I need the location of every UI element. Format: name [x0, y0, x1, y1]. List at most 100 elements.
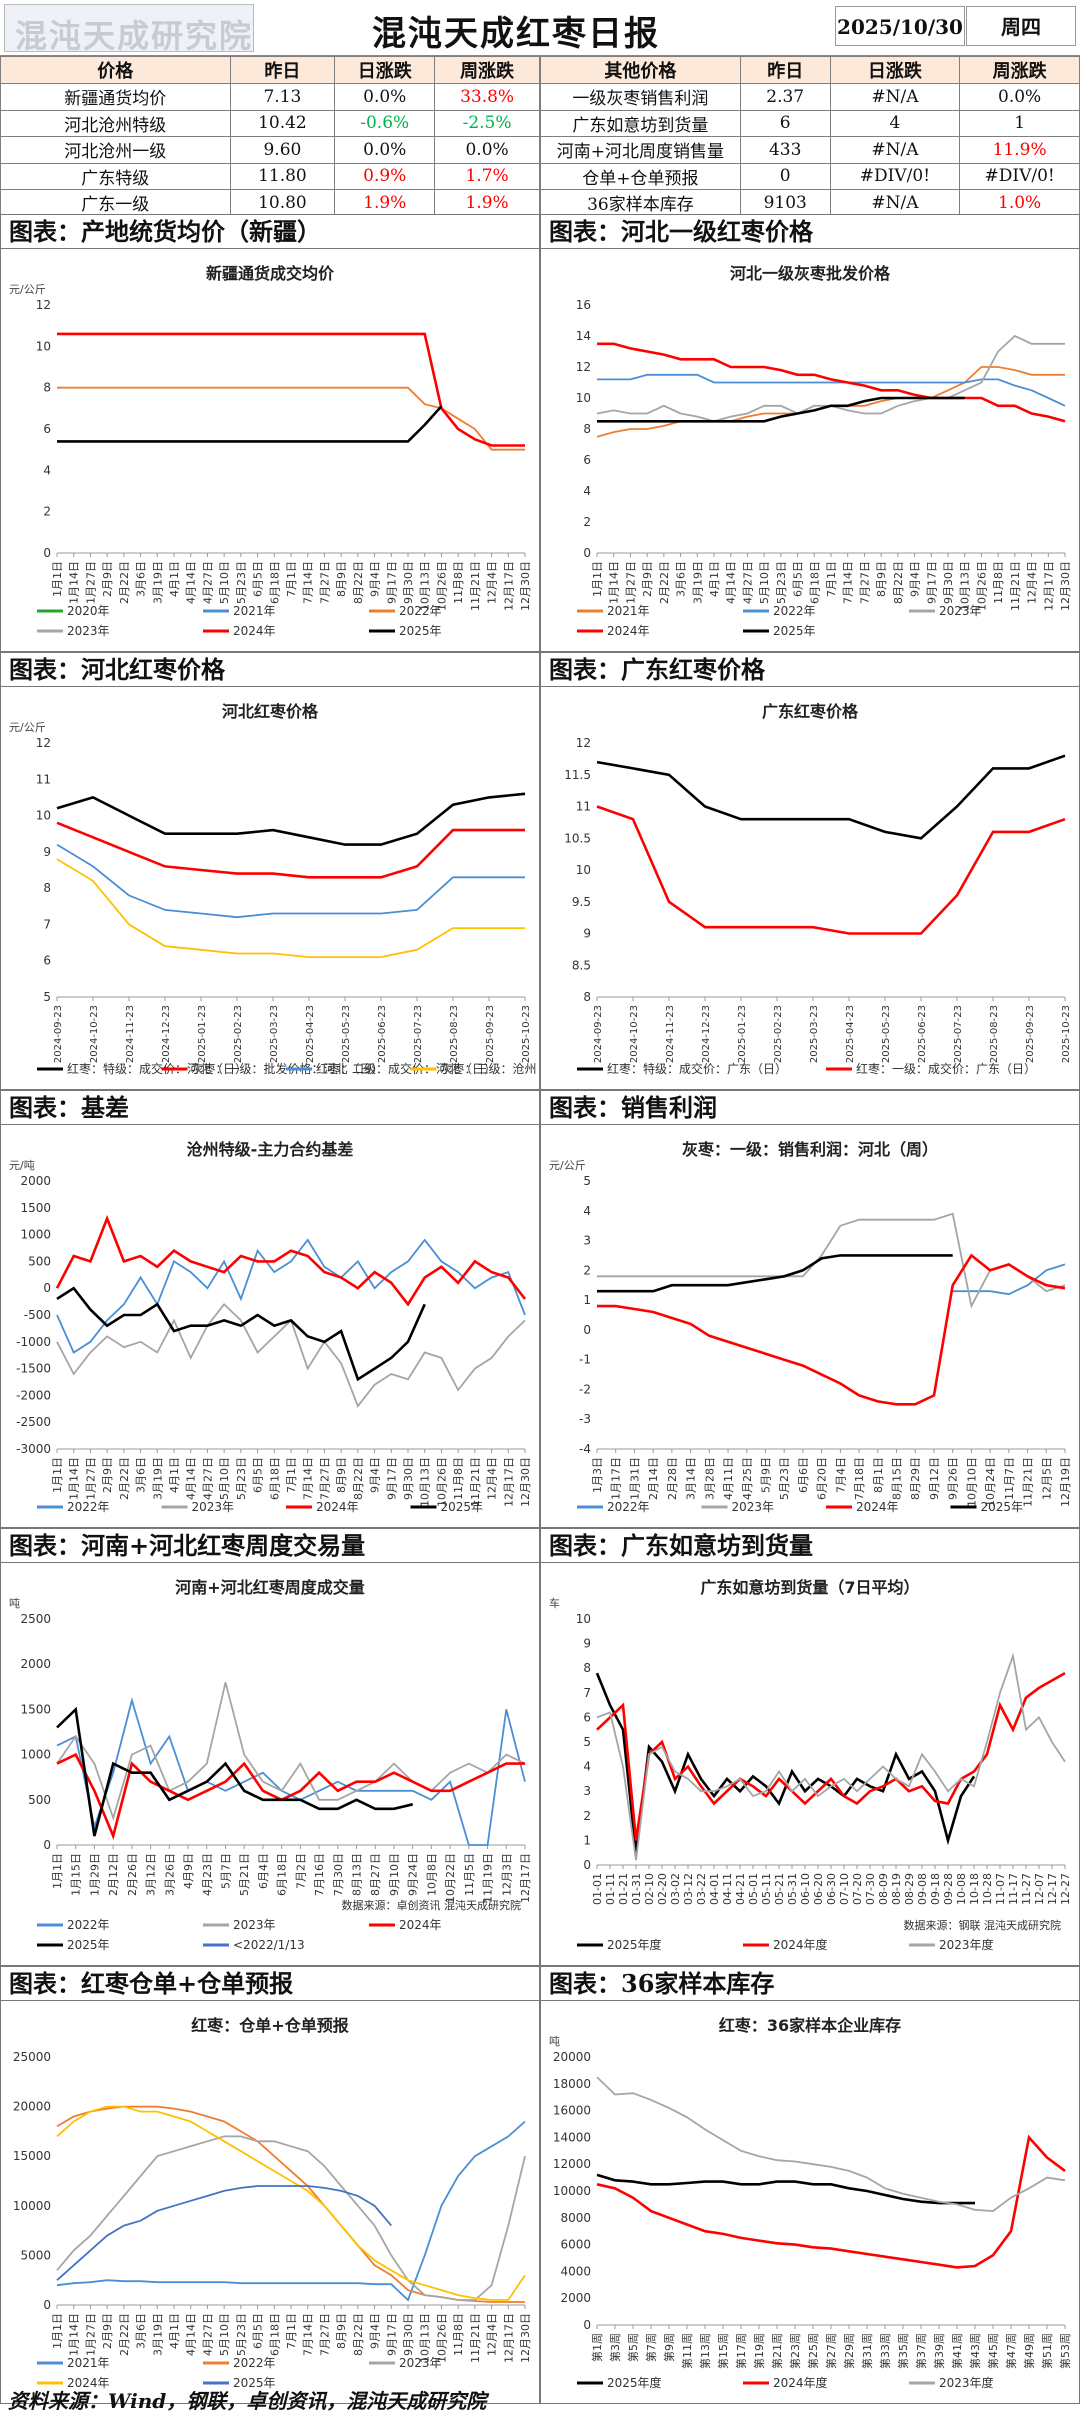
x-tick-label: 7月14日	[302, 561, 315, 604]
y-tick-label: 10	[576, 391, 591, 405]
chart-section-10: 图表：36家样本库存 红枣：36家样本企业库存吨 0 2000 4000 6000 8000…	[540, 1966, 1080, 2404]
x-tick-label: 11月8日	[452, 2313, 465, 2356]
x-tick-label: 第17周	[734, 2333, 748, 2369]
legend-entry: 2024年	[233, 624, 276, 638]
x-tick-label: 5月23日	[235, 561, 248, 604]
x-tick-label: 05-21	[773, 1873, 786, 1905]
table-cell-name: 新疆通货均价	[0, 83, 231, 111]
x-tick-label: 2025-01-23	[737, 1005, 748, 1063]
x-tick-label: 12月30日	[1059, 561, 1072, 611]
x-tick-label: 第15周	[716, 2333, 730, 2369]
y-tick-label: -1000	[16, 1335, 51, 1349]
section-heading: 图表：河北红枣价格	[1, 653, 539, 687]
x-tick-label: 8月22日	[352, 561, 365, 604]
y-tick-label: 3	[583, 1784, 591, 1798]
x-tick-label: 04-11	[721, 1873, 734, 1905]
y-tick-label: 2	[43, 505, 51, 519]
x-tick-label: 1月15日	[70, 1853, 83, 1896]
chart-section-3: 图表：河北红枣价格 河北红枣价格 元/公斤 5 6 7 8 9 10 11 12 2024-09-23…	[0, 652, 540, 1090]
x-tick-label: 2025-08-23	[989, 1005, 1000, 1063]
x-tick-label: 6月6日	[797, 1457, 810, 1493]
x-tick-label: 4月14日	[185, 1457, 198, 1500]
x-tick-label: 10-18	[968, 1873, 981, 1905]
y-tick-label: 9	[43, 845, 51, 859]
y-tick-label: 2	[583, 515, 591, 529]
y-tick-label: 10	[576, 863, 591, 877]
legend-entry: 2024年	[316, 1500, 359, 1514]
y-tick-label: -1	[579, 1353, 591, 1367]
section-heading: 图表：红枣仓单+仓单预报	[1, 1967, 539, 2001]
legend-entry: 2024年	[399, 1918, 442, 1932]
x-tick-label: 9月30日	[402, 2313, 415, 2356]
x-tick-label: 8月27日	[369, 1853, 382, 1896]
table-row: 河北沧州特级 10.42 -0.6% -2.5%	[0, 109, 540, 137]
x-tick-label: 2024-10-23	[89, 1005, 100, 1063]
y-tick-label: -2	[579, 1382, 591, 1396]
table-row: 广东如意坊到货量 6 4 1	[540, 109, 1080, 137]
x-tick-label: 1月27日	[84, 2313, 97, 2356]
x-tick-label: 11月8日	[452, 561, 465, 604]
y-tick-label: -1500	[16, 1362, 51, 1376]
x-tick-label: 3月6日	[135, 561, 148, 597]
table-cell-prev: 6	[739, 109, 831, 137]
y-tick-label: 16000	[553, 2104, 591, 2118]
y-tick-label: 4	[583, 1204, 591, 1218]
x-tick-label: 7月18日	[853, 1457, 866, 1500]
legend-entry: 2023年	[192, 1500, 235, 1514]
legend-entry: 2023年	[399, 2356, 442, 2370]
x-tick-label: 08-19	[890, 1873, 903, 1905]
series-line	[56, 2105, 525, 2303]
x-tick-label: 8月9日	[335, 2313, 348, 2349]
x-tick-label: 5月10日	[758, 561, 771, 604]
series-line	[56, 2105, 526, 2301]
x-tick-label: 第53周	[1058, 2333, 1072, 2369]
x-tick-label: 10月13日	[959, 561, 972, 611]
x-tick-label: 第41周	[950, 2333, 964, 2369]
x-tick-label: 10月26日	[975, 561, 988, 611]
y-tick-label: 10000	[13, 2199, 51, 2213]
series-line	[597, 373, 1066, 407]
y-tick-label: 10	[36, 809, 51, 823]
y-tick-label: 500	[28, 1254, 51, 1268]
table-cell-week: 1.7%	[434, 162, 540, 190]
y-tick-label: 12	[36, 736, 51, 750]
x-tick-label: 2025-06-23	[917, 1005, 928, 1063]
table-cell-name: 广东特级	[0, 162, 231, 190]
series-line	[56, 858, 525, 958]
x-tick-label: 07-30	[864, 1873, 877, 1905]
x-tick-label: 第5周	[626, 2333, 640, 2362]
series-line	[56, 821, 525, 879]
x-tick-label: 4月27日	[201, 2313, 214, 2356]
y-tick-label: 5000	[20, 2248, 51, 2262]
x-tick-label: 2月9日	[101, 561, 114, 597]
x-tick-label: 6月5日	[252, 1457, 265, 1493]
y-tick-label: 14000	[553, 2130, 591, 2144]
table-cell-week: 1.9%	[434, 189, 540, 217]
y-tick-label: 16	[576, 298, 591, 312]
table-cell-day: #N/A	[829, 83, 961, 111]
x-tick-label: 8月15日	[891, 1457, 904, 1500]
y-tick-label: 10	[36, 339, 51, 353]
x-tick-label: 5月10日	[218, 1457, 231, 1500]
x-tick-label: 11-27	[1020, 1873, 1033, 1905]
y-tick-label: 500	[28, 1793, 51, 1807]
report-weekday: 周四	[966, 6, 1076, 46]
x-tick-label: 1月3日	[591, 1457, 604, 1493]
chart-title: 广东红枣价格	[762, 702, 859, 721]
x-tick-label: 12月4日	[486, 1457, 499, 1500]
x-tick-label: 4月27日	[201, 1457, 214, 1500]
y-tick-label: 11.5	[564, 768, 591, 782]
x-tick-label: 12月3日	[500, 1853, 513, 1896]
x-tick-label: 第7周	[644, 2333, 658, 2362]
y-tick-label: 9.5	[572, 895, 591, 909]
y-tick-label: 12000	[553, 2157, 591, 2171]
table-header-cell: 日涨跌	[334, 56, 436, 84]
y-tick-label: -2500	[16, 1415, 51, 1429]
x-tick-label: 1月29日	[88, 1853, 101, 1896]
y-tick-label: 0	[583, 2318, 591, 2332]
x-tick-label: 5月10日	[218, 2313, 231, 2356]
table-cell-week: 1.0%	[959, 189, 1080, 217]
